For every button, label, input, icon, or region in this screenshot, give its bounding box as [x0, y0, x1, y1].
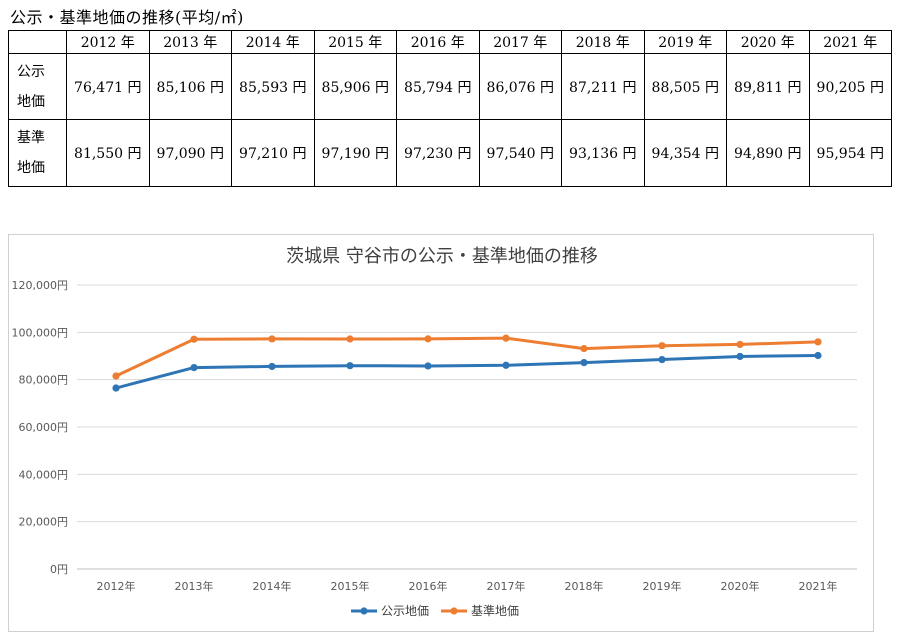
table-cell: 85,906 円	[313, 52, 397, 121]
data-point	[814, 338, 822, 346]
row-label-koji: 公示 地価	[8, 52, 67, 121]
data-point	[268, 335, 276, 343]
y-tick-label: 0円	[50, 563, 68, 576]
data-point	[190, 363, 198, 372]
data-point	[580, 344, 588, 353]
y-tick-label: 100,000円	[12, 326, 69, 339]
table-cell: 81,550 円	[66, 119, 150, 187]
table-cell: 88,505 円	[643, 52, 727, 121]
series-group	[112, 334, 822, 392]
data-point	[112, 372, 120, 380]
legend: 公示地価 基準地価	[351, 603, 519, 618]
row-label-kijun: 基準 地価	[8, 119, 67, 187]
y-tick-label: 20,000円	[19, 516, 69, 529]
table-cell: 76,471 円	[66, 52, 150, 121]
chart-frame: 茨城県 守谷市の公示・基準地価の推移 0円 20,000円 40,000円 60,00…	[8, 234, 874, 632]
year-header: 2021 年	[808, 30, 892, 54]
table-cell: 97,090 円	[148, 119, 232, 187]
data-point	[658, 355, 666, 364]
legend-marker	[450, 607, 458, 615]
data-point	[190, 335, 198, 343]
page-title: 公示・基準地価の推移(平均/㎡)	[10, 8, 244, 27]
data-point	[346, 362, 354, 370]
year-header: 2014 年	[231, 30, 315, 54]
year-header: 2020 年	[726, 30, 810, 54]
year-header: 2016 年	[396, 30, 480, 54]
line-chart: 茨城県 守谷市の公示・基準地価の推移 0円 20,000円 40,000円 60,00…	[12, 246, 857, 618]
table-cell: 85,593 円	[231, 52, 315, 121]
table-cell: 97,540 円	[478, 119, 562, 187]
x-tick-label: 2013年	[175, 579, 214, 593]
data-point	[424, 362, 432, 370]
x-axis-ticks: 2012年 2013年 2014年 2015年 2016年 2017年 2018年 2019年…	[97, 579, 838, 593]
x-tick-label: 2015年	[331, 579, 370, 593]
series-line	[115, 354, 819, 390]
year-header: 2019 年	[643, 30, 727, 54]
x-tick-label: 2020年	[721, 579, 760, 593]
table-cell: 93,136 円	[561, 119, 645, 187]
gridlines	[77, 284, 857, 570]
year-header: 2013 年	[148, 30, 232, 54]
data-point	[658, 342, 666, 350]
table-cell: 97,230 円	[396, 119, 480, 187]
year-header: 2017 年	[478, 30, 562, 54]
data-point	[736, 352, 744, 361]
data-point	[112, 384, 120, 392]
table-cell: 94,354 円	[643, 119, 727, 187]
series-line	[115, 336, 819, 378]
table-corner-cell	[8, 30, 67, 54]
table-cell: 86,076 円	[478, 52, 562, 121]
data-point	[502, 334, 510, 342]
data-point	[424, 335, 432, 343]
data-point	[268, 362, 276, 371]
table-cell: 89,811 円	[726, 52, 810, 121]
data-point	[502, 361, 510, 369]
x-tick-label: 2019年	[643, 579, 682, 593]
data-point	[346, 335, 354, 343]
year-header: 2012 年	[66, 30, 150, 54]
data-point	[736, 340, 744, 349]
data-point	[814, 351, 822, 360]
table-row-kijun: 基準 地価 81,550 円 97,090 円 97,210 円 97,190 円…	[8, 119, 892, 187]
x-tick-label: 2018年	[565, 579, 604, 593]
y-tick-label: 40,000円	[19, 468, 69, 481]
y-axis-ticks: 0円 20,000円 40,000円 60,000円 80,000円 100,000円 12…	[12, 279, 69, 576]
y-tick-label: 60,000円	[19, 421, 69, 434]
legend-label: 公示地価	[381, 604, 429, 618]
x-tick-label: 2017年	[487, 579, 526, 593]
y-tick-label: 80,000円	[19, 374, 69, 387]
x-tick-label: 2016年	[409, 579, 448, 593]
table-cell: 90,205 円	[808, 52, 892, 121]
table-header-row: 2012 年 2013 年 2014 年 2015 年 2016 年 2017 …	[8, 30, 892, 54]
x-tick-label: 2021年	[799, 579, 838, 593]
x-tick-label: 2014年	[253, 579, 292, 593]
table-cell: 97,210 円	[231, 119, 315, 187]
table-cell: 85,794 円	[396, 52, 480, 121]
table-cell: 94,890 円	[726, 119, 810, 187]
year-header: 2015 年	[313, 30, 397, 54]
chart-title: 茨城県 守谷市の公示・基準地価の推移	[286, 246, 598, 267]
y-tick-label: 120,000円	[12, 279, 69, 292]
year-header: 2018 年	[561, 30, 645, 54]
legend-marker	[360, 607, 368, 615]
data-point	[580, 359, 588, 367]
table-cell: 85,106 円	[148, 52, 232, 121]
legend-label: 基準地価	[471, 603, 519, 618]
table-cell: 87,211 円	[561, 52, 645, 121]
x-tick-label: 2012年	[97, 579, 136, 593]
price-table: 2012 年 2013 年 2014 年 2015 年 2016 年 2017 …	[8, 30, 892, 187]
table-row-koji: 公示 地価 76,471 円 85,106 円 85,593 円 85,906 円…	[8, 52, 892, 121]
table-cell: 97,190 円	[313, 119, 397, 187]
table-cell: 95,954 円	[808, 119, 892, 187]
